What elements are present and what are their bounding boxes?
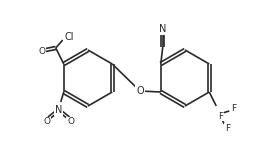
Text: Cl: Cl	[64, 32, 73, 42]
Text: F: F	[218, 112, 223, 120]
Text: N: N	[159, 24, 166, 34]
Text: O: O	[67, 117, 74, 127]
Text: N: N	[55, 105, 62, 115]
Text: F: F	[225, 124, 230, 132]
Text: O: O	[43, 117, 50, 127]
Text: O: O	[38, 47, 45, 56]
Text: O: O	[136, 86, 144, 96]
Text: F: F	[231, 104, 236, 112]
